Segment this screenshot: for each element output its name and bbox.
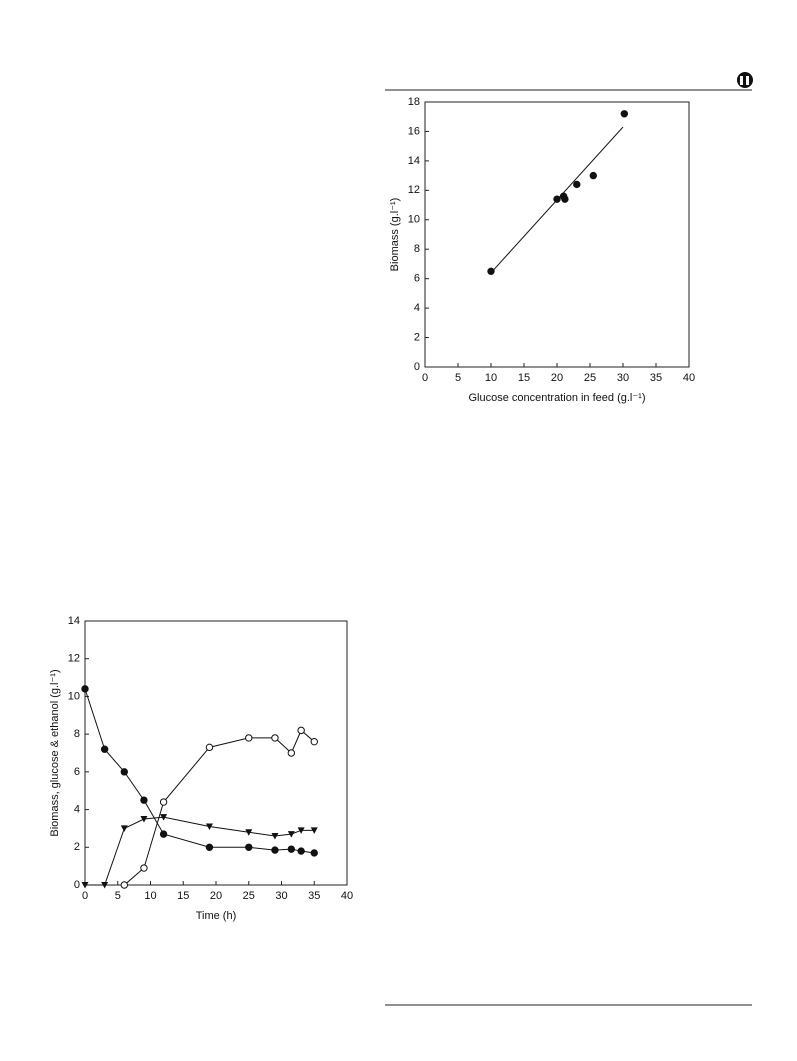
circle-marker [140,796,148,804]
triangle-marker [245,829,253,836]
x-tick-label: 10 [485,372,497,384]
open-circle-marker [297,726,305,735]
journal-logo [737,72,753,88]
circle-marker [561,195,569,203]
y-tick-label: 6 [414,273,420,285]
x-axis-label: Glucose concentration in feed (g.l⁻¹) [468,392,645,404]
x-tick-label: 0 [82,890,88,902]
x-tick-label: 30 [617,372,629,384]
y-tick-label: 18 [408,96,420,108]
y-axis-label: Biomass, glucose & ethanol (g.l⁻¹) [49,669,61,836]
circle-marker [159,830,168,838]
circle-marker [589,171,597,180]
y-tick-label: 4 [414,302,420,314]
circle-marker [573,180,581,189]
triangle-marker [271,832,279,840]
circle-marker [487,267,495,276]
y-tick-label: 14 [68,615,80,627]
circle-marker [287,845,296,853]
x-tick-label: 15 [518,372,530,384]
open-circle-marker [140,864,148,872]
circle-marker [245,843,253,851]
triangle-marker [160,814,168,821]
triangle-marker [81,882,89,889]
y-tick-label: 10 [408,214,420,226]
circle-marker [271,846,279,854]
circle-marker [310,849,318,857]
x-tick-label: 40 [683,372,695,384]
circle-marker [81,685,89,693]
x-tick-label: 0 [422,372,428,384]
triangle-marker [205,823,213,831]
triangle-marker [120,825,128,832]
x-tick-label: 40 [341,890,353,902]
y-tick-label: 0 [414,361,420,373]
circle-marker [297,847,305,855]
x-axis-label: Time (h) [196,910,237,922]
circle-marker [205,843,214,851]
y-tick-label: 16 [408,125,420,137]
circle-marker [100,745,109,753]
series-line [85,816,315,886]
y-tick-label: 6 [74,766,80,778]
circle-marker [620,110,629,118]
circle-marker [120,768,129,776]
y-tick-label: 10 [68,690,80,702]
open-circle-marker [271,734,279,742]
triangle-marker [101,882,109,889]
open-circle-marker [287,749,296,757]
plot-frame [84,620,348,886]
x-tick-label: 35 [308,890,320,902]
x-tick-label: 20 [210,890,222,902]
plot-frame [424,101,690,368]
circle-marker [553,195,561,203]
y-tick-label: 12 [68,653,80,665]
y-tick-label: 0 [74,879,80,891]
open-circle-marker [159,798,168,806]
x-tick-label: 25 [243,890,255,902]
x-tick-label: 10 [144,890,156,902]
y-tick-label: 14 [408,155,420,167]
y-tick-label: 8 [74,728,80,740]
x-tick-label: 5 [455,372,461,384]
x-tick-label: 35 [650,372,662,384]
y-tick-label: 2 [414,331,420,343]
triangle-marker [140,816,148,823]
open-circle-marker [120,881,129,889]
x-tick-label: 5 [115,890,121,902]
y-tick-label: 8 [414,243,420,255]
x-tick-label: 15 [177,890,189,902]
y-axis-label: Biomass (g.l⁻¹) [389,198,401,272]
triangle-marker [287,831,295,838]
y-tick-label: 2 [74,841,80,853]
triangle-marker [297,827,305,834]
x-tick-label: 25 [584,372,596,384]
series-line [84,688,315,854]
series-line [123,729,315,886]
open-circle-marker [310,737,318,746]
y-tick-label: 12 [408,184,420,196]
x-tick-label: 20 [551,372,563,384]
x-tick-label: 30 [275,890,287,902]
open-circle-marker [245,734,253,742]
open-circle-marker [205,743,214,752]
triangle-marker [310,827,318,834]
y-tick-label: 4 [74,803,80,815]
